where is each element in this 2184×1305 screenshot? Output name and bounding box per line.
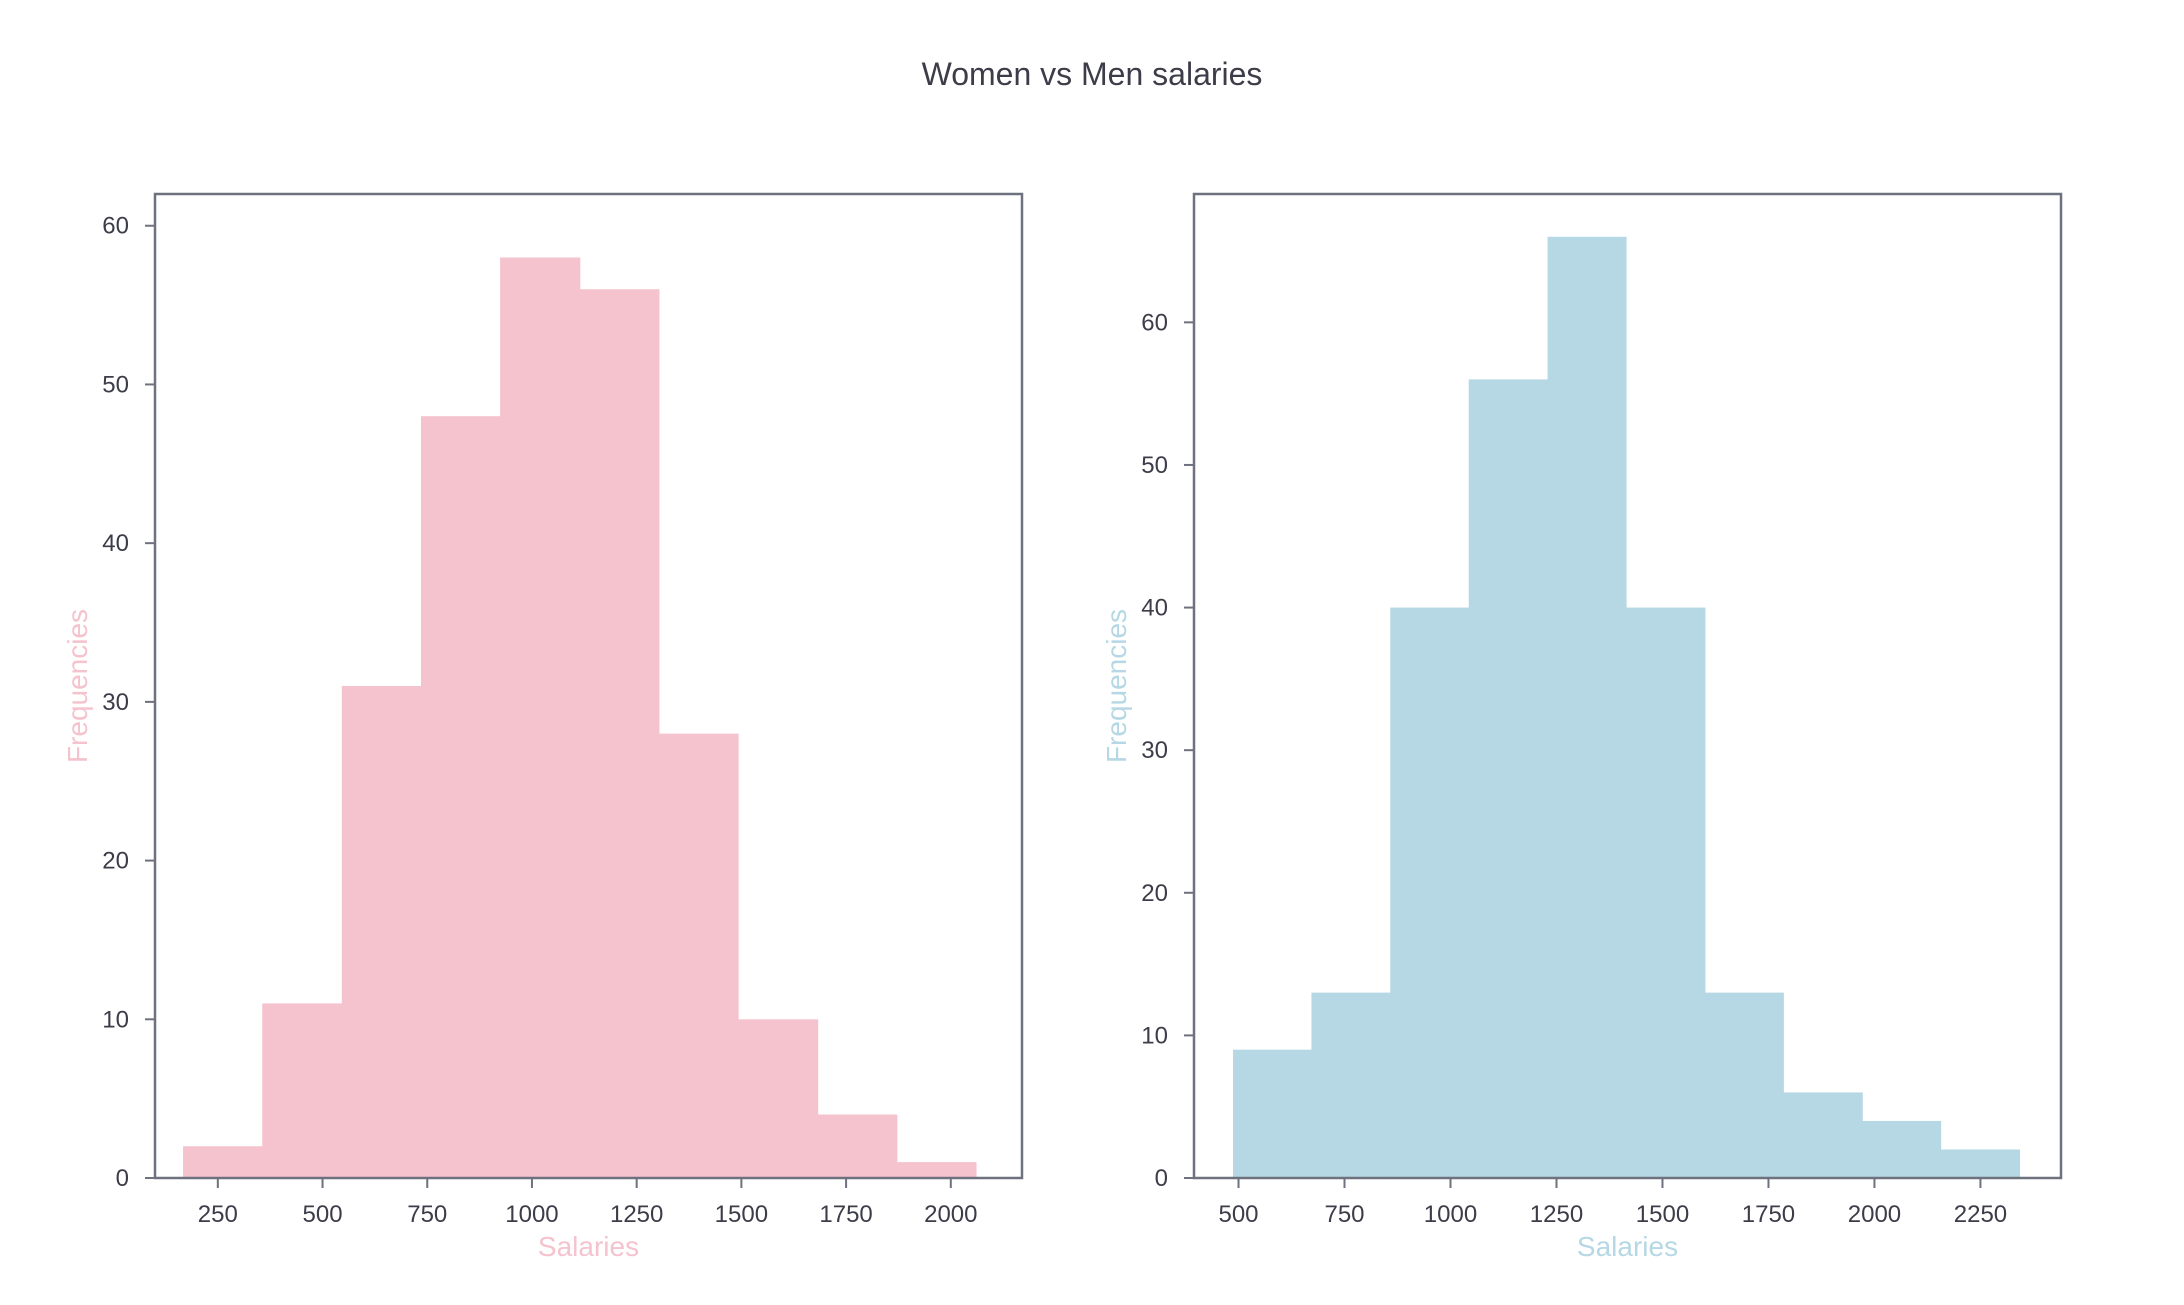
x-tick-label: 1750 xyxy=(819,1201,872,1228)
histogram-bar xyxy=(896,1162,977,1178)
histogram-bar xyxy=(341,686,422,1178)
histogram-bar xyxy=(738,1019,819,1178)
y-tick-label: 40 xyxy=(102,530,129,557)
histogram-bar xyxy=(1626,607,1706,1178)
x-tick-label: 1000 xyxy=(1424,1201,1477,1228)
x-tick-label: 2000 xyxy=(1848,1201,1901,1228)
x-tick-label: 250 xyxy=(198,1201,238,1228)
x-tick-label: 1250 xyxy=(1530,1201,1583,1228)
x-tick-label: 1000 xyxy=(505,1201,558,1228)
y-tick-label: 20 xyxy=(102,848,129,875)
x-tick-label: 1750 xyxy=(1742,1201,1795,1228)
x-tick-label: 2250 xyxy=(1954,1201,2007,1228)
y-tick-label: 50 xyxy=(102,371,129,398)
histogram-bar xyxy=(1233,1049,1313,1178)
y-tick-label: 0 xyxy=(1155,1165,1168,1192)
histogram-bar xyxy=(1783,1092,1863,1178)
x-tick-label: 500 xyxy=(1218,1201,1258,1228)
histogram-bar xyxy=(1547,236,1627,1179)
y-tick-label: 0 xyxy=(116,1165,129,1192)
histogram-bar xyxy=(262,1003,343,1178)
histogram-bar xyxy=(579,289,660,1178)
histogram-bar xyxy=(500,257,581,1178)
histogram-bar xyxy=(1704,992,1784,1178)
x-axis-label: Salaries xyxy=(538,1231,639,1262)
y-tick-label: 30 xyxy=(1141,737,1168,764)
x-tick-label: 1500 xyxy=(715,1201,768,1228)
histogram-bar xyxy=(1311,992,1391,1178)
y-tick-label: 60 xyxy=(102,213,129,240)
subplot-1: 250 500 750 1000 1250 1500 1750 2000 0 10 20 30 40 50… xyxy=(62,192,1024,1262)
y-tick-label: 20 xyxy=(1141,880,1168,907)
y-axis-label: Frequencies xyxy=(1101,609,1132,763)
y-tick-label: 30 xyxy=(102,689,129,716)
y-tick-label: 40 xyxy=(1141,595,1168,622)
histogram-bar xyxy=(658,733,739,1178)
histogram-bar xyxy=(817,1114,898,1178)
y-tick-label: 60 xyxy=(1141,309,1168,336)
y-tick-label: 10 xyxy=(1141,1022,1168,1049)
x-tick-label: 1250 xyxy=(610,1201,663,1228)
x-axis-label: Salaries xyxy=(1577,1231,1678,1262)
axes-frame xyxy=(153,192,1024,1180)
histogram-bar xyxy=(1468,379,1549,1178)
x-tick-label: 750 xyxy=(1324,1201,1364,1228)
y-axis-label: Frequencies xyxy=(62,609,93,763)
histogram-bar xyxy=(1390,607,1470,1178)
x-tick-label: 2000 xyxy=(924,1201,977,1228)
x-tick-label: 1500 xyxy=(1636,1201,1689,1228)
x-tick-label: 500 xyxy=(303,1201,343,1228)
chart-title: Women vs Men salaries xyxy=(921,56,1263,92)
axes-frame xyxy=(1192,192,2063,1180)
y-tick-label: 50 xyxy=(1141,452,1168,479)
x-tick-label: 750 xyxy=(407,1201,447,1228)
histogram-bar xyxy=(1862,1120,1942,1178)
histogram-bar xyxy=(420,416,501,1178)
histogram-bar xyxy=(183,1146,263,1178)
subplot-2: 500 750 1000 1250 1500 1750 2000 2250 0 10 20 30 40 5… xyxy=(1101,192,2063,1262)
histogram-bar xyxy=(1940,1149,2021,1178)
y-tick-label: 10 xyxy=(102,1006,129,1033)
